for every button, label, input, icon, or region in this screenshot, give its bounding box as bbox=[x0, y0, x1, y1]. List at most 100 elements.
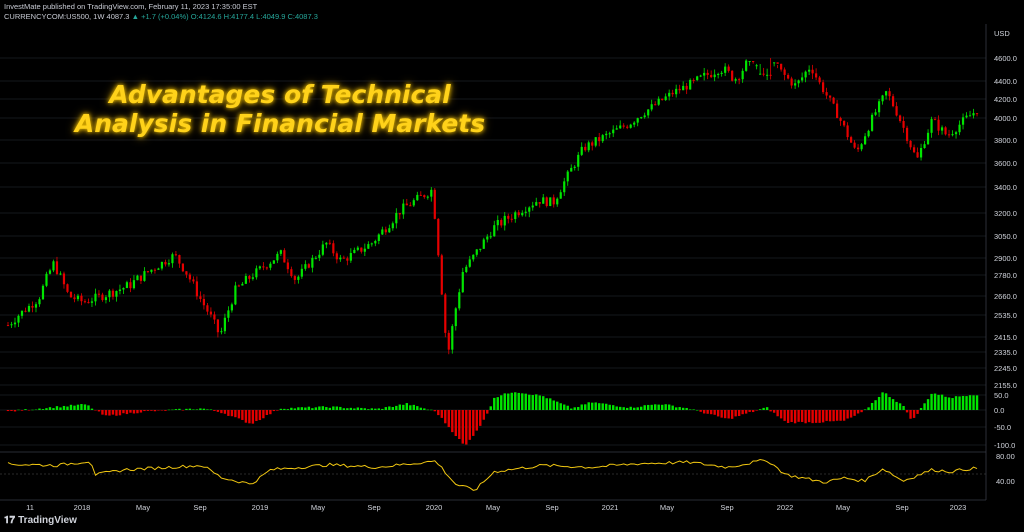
candle-body bbox=[608, 133, 611, 135]
candle bbox=[507, 213, 510, 224]
histogram-tick-label: 50.0 bbox=[994, 391, 1009, 400]
candle-body bbox=[849, 137, 853, 143]
candle bbox=[465, 264, 468, 274]
candle-body bbox=[342, 257, 345, 259]
candle-body bbox=[881, 95, 884, 102]
candle-body bbox=[545, 197, 548, 207]
candle-body bbox=[685, 85, 688, 90]
histogram-bar bbox=[125, 410, 129, 415]
candle-body bbox=[188, 274, 192, 280]
candle bbox=[968, 110, 972, 117]
candle-body bbox=[307, 264, 310, 268]
histogram-bar bbox=[409, 405, 412, 410]
candle-body bbox=[808, 69, 811, 72]
candle-body bbox=[856, 147, 860, 150]
candle bbox=[353, 247, 356, 254]
histogram-bar bbox=[895, 401, 898, 410]
candle bbox=[846, 122, 849, 140]
histogram-bar bbox=[874, 400, 877, 410]
candle-body bbox=[409, 205, 412, 207]
candle bbox=[937, 115, 940, 136]
histogram-bar bbox=[958, 396, 961, 410]
candle-body bbox=[552, 197, 555, 205]
candle-body bbox=[902, 121, 905, 128]
candle bbox=[545, 196, 548, 208]
candle bbox=[692, 78, 695, 84]
histogram-bar bbox=[646, 404, 650, 410]
candle-body bbox=[486, 236, 489, 240]
candle-body bbox=[94, 293, 97, 302]
histogram-bar bbox=[458, 410, 461, 439]
candle bbox=[104, 295, 108, 304]
histogram-bar bbox=[248, 410, 251, 424]
candle-body bbox=[692, 79, 695, 81]
candle bbox=[713, 69, 716, 82]
candle bbox=[580, 142, 583, 157]
candle bbox=[804, 70, 807, 83]
histogram-bar bbox=[325, 407, 328, 410]
candle-body bbox=[769, 74, 772, 76]
candle bbox=[472, 254, 475, 262]
histogram-bar bbox=[349, 407, 353, 410]
candle-body bbox=[930, 119, 933, 133]
candle-body bbox=[570, 167, 573, 172]
tradingview-logo-icon: 𝟏𝟕 bbox=[4, 515, 16, 526]
candle-body bbox=[650, 104, 653, 110]
candle bbox=[297, 275, 300, 284]
candle-body bbox=[556, 198, 559, 205]
candle-body bbox=[185, 271, 188, 275]
candle-body bbox=[377, 234, 380, 241]
candle-body bbox=[538, 202, 541, 204]
histogram-bar bbox=[650, 404, 653, 410]
candle bbox=[111, 288, 115, 300]
candle bbox=[13, 317, 17, 328]
candle bbox=[17, 314, 20, 327]
candle bbox=[304, 260, 307, 271]
candle-body bbox=[961, 117, 965, 125]
histogram-bar bbox=[923, 403, 926, 410]
histogram-bar bbox=[55, 406, 59, 410]
candle bbox=[279, 249, 282, 256]
candle bbox=[853, 140, 856, 149]
candle bbox=[668, 89, 671, 101]
candle-body bbox=[472, 254, 475, 260]
candle-body bbox=[125, 282, 129, 289]
candle-body bbox=[192, 279, 195, 282]
candle-body bbox=[370, 243, 373, 245]
histogram-bar bbox=[454, 410, 457, 437]
time-tick-label: 11 bbox=[26, 503, 34, 512]
candle-body bbox=[143, 271, 146, 281]
histogram-bar bbox=[290, 407, 293, 410]
candle-body bbox=[227, 310, 230, 318]
histogram-bar bbox=[619, 406, 622, 410]
candle-body bbox=[129, 282, 132, 289]
candle-body bbox=[884, 91, 888, 96]
candle bbox=[717, 72, 720, 79]
candle bbox=[566, 170, 569, 186]
price-tick-label: 3200.0 bbox=[994, 209, 1017, 218]
candle-body bbox=[304, 264, 307, 269]
candle bbox=[94, 288, 97, 306]
candle bbox=[664, 93, 667, 101]
candle-body bbox=[314, 257, 317, 259]
candle-body bbox=[839, 118, 842, 121]
candle-body bbox=[31, 305, 34, 308]
histogram-bar bbox=[853, 410, 856, 416]
candle-body bbox=[724, 66, 727, 73]
candle-body bbox=[766, 74, 769, 76]
candle-body bbox=[713, 74, 716, 78]
histogram-bar bbox=[178, 408, 181, 410]
histogram-bar bbox=[94, 410, 97, 411]
histogram-bar bbox=[881, 392, 884, 410]
candle-body bbox=[566, 171, 569, 182]
histogram-bar bbox=[765, 407, 769, 410]
candle-body bbox=[863, 136, 867, 145]
candle-body bbox=[255, 268, 258, 278]
histogram-bar bbox=[6, 410, 10, 412]
candle bbox=[164, 259, 167, 267]
candle bbox=[52, 259, 55, 273]
candle bbox=[255, 265, 258, 280]
candle-body bbox=[919, 148, 923, 158]
histogram-bar bbox=[328, 407, 332, 410]
